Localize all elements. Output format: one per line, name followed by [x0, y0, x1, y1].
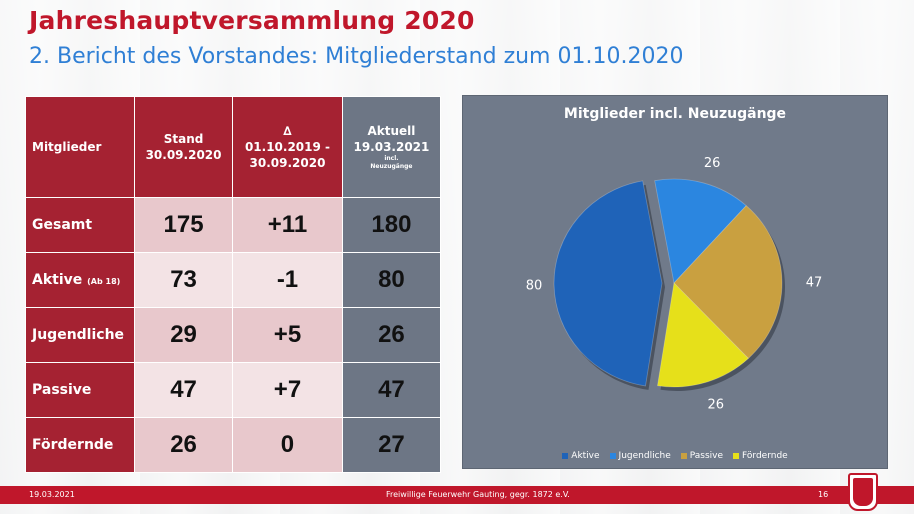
- cell-stand: 26: [133, 417, 234, 473]
- slide-subtitle: 2. Bericht des Vorstandes: Mitgliedersta…: [29, 44, 684, 69]
- footer-organization: Freiwillige Feuerwehr Gauting, gegr. 187…: [386, 490, 570, 499]
- members-table: Mitglieder Stand 30.09.2020 ∆ 01.10.2019…: [25, 96, 442, 473]
- row-label-text: Gesamt: [32, 217, 93, 233]
- table-row: Fördernde 26 0 27: [25, 417, 442, 473]
- cell-stand: 175: [133, 197, 234, 253]
- pie-data-label: 47: [806, 275, 823, 290]
- legend-item: Aktive: [562, 451, 600, 461]
- header-aktuell-line3: incl.: [384, 155, 399, 162]
- legend-item: Passive: [680, 451, 724, 461]
- header-delta-line1: ∆: [283, 124, 292, 138]
- header-mitglieder: Mitglieder: [25, 96, 135, 198]
- pie-data-label: 80: [526, 279, 543, 294]
- table-row: Passive 47 +7 47: [25, 362, 442, 418]
- footer-page-number: 16: [818, 490, 829, 499]
- legend-label: Jugendliche: [618, 451, 671, 461]
- slide-title: Jahreshauptversammlung 2020: [29, 6, 475, 35]
- row-label: Aktive (Ab 18): [25, 252, 135, 308]
- row-label-text: Passive: [32, 382, 92, 398]
- row-label-suffix: (Ab 18): [87, 277, 121, 286]
- legend-swatch: [680, 453, 687, 459]
- pie-data-label: 26: [707, 397, 724, 412]
- table-row: Aktive (Ab 18) 73 -1 80: [25, 252, 442, 308]
- legend-label: Aktive: [571, 451, 600, 461]
- header-delta-line2: 01.10.2019 -: [244, 140, 331, 154]
- pie-chart: 26 47 26 80: [526, 156, 823, 412]
- pie-slice-aktive: [553, 180, 663, 387]
- cell-stand: 47: [133, 362, 234, 418]
- header-stand-line2: 30.09.2020: [145, 148, 222, 162]
- cell-aktuell: 80: [341, 252, 442, 308]
- pie-chart-panel: Mitglieder incl. Neuzugänge 26 47 26 80 Akt…: [462, 95, 888, 469]
- row-label: Fördernde: [25, 417, 135, 473]
- row-label: Gesamt: [25, 197, 135, 253]
- pie-slice-jugendliche: [654, 178, 747, 284]
- cell-stand: 73: [133, 252, 234, 308]
- pie-slice-passive: [673, 205, 783, 359]
- cell-stand: 29: [133, 307, 234, 363]
- pie-data-label: 26: [704, 156, 721, 171]
- legend-item: Jugendliche: [609, 451, 671, 461]
- cell-delta: +7: [232, 362, 343, 418]
- table-row: Jugendliche 29 +5 26: [25, 307, 442, 363]
- legend-swatch: [733, 453, 740, 459]
- cell-delta: +11: [232, 197, 343, 253]
- header-aktuell-line4: Neuzugänge: [370, 163, 413, 170]
- cell-aktuell: 27: [341, 417, 442, 473]
- legend-swatch: [562, 453, 569, 459]
- logo-shield: [853, 478, 873, 506]
- header-stand: Stand 30.09.2020: [133, 96, 234, 198]
- cell-aktuell: 180: [341, 197, 442, 253]
- pie-slice-fördernde: [657, 282, 749, 388]
- legend-label: Passive: [689, 451, 724, 461]
- header-stand-line1: Stand: [163, 132, 204, 146]
- header-delta-line3: 30.09.2020: [249, 156, 326, 170]
- footer-date: 19.03.2021: [29, 490, 75, 499]
- row-label-text: Fördernde: [32, 437, 114, 453]
- cell-delta: 0: [232, 417, 343, 473]
- footer-bar: 19.03.2021 Freiwillige Feuerwehr Gauting…: [0, 486, 914, 504]
- table-row: Gesamt 175 +11 180: [25, 197, 442, 253]
- cell-aktuell: 26: [341, 307, 442, 363]
- chart-legend: Aktive Jugendliche Passive Fördernde: [463, 451, 887, 461]
- row-label: Passive: [25, 362, 135, 418]
- legend-swatch: [609, 453, 616, 459]
- row-label-text: Jugendliche: [32, 327, 125, 343]
- cell-delta: +5: [232, 307, 343, 363]
- fire-brigade-logo: [848, 473, 878, 511]
- row-label-text: Aktive: [32, 272, 88, 288]
- header-aktuell: Aktuell 19.03.2021 incl. Neuzugänge: [341, 96, 442, 198]
- cell-aktuell: 47: [341, 362, 442, 418]
- row-label: Jugendliche: [25, 307, 135, 363]
- header-aktuell-line2: 19.03.2021: [353, 140, 430, 154]
- chart-title: Mitglieder incl. Neuzugänge: [563, 106, 787, 122]
- legend-item: Fördernde: [733, 451, 788, 461]
- header-delta: ∆ 01.10.2019 - 30.09.2020: [232, 96, 343, 198]
- header-aktuell-line1: Aktuell: [367, 124, 416, 138]
- cell-delta: -1: [232, 252, 343, 308]
- table-header-row: Mitglieder Stand 30.09.2020 ∆ 01.10.2019…: [25, 96, 442, 198]
- legend-label: Fördernde: [742, 451, 788, 461]
